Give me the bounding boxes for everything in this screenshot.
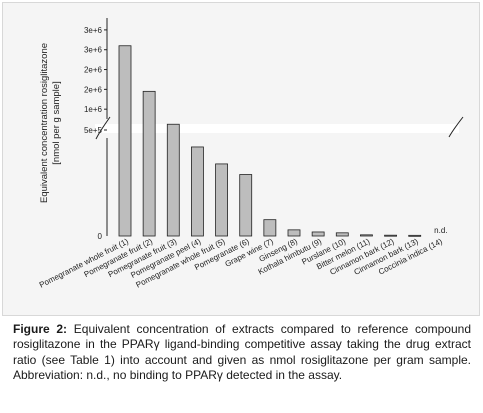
y-ticks: 3e+6 3e+6 2e+6 2e+6 1e+6 5e+5 0 [84, 26, 107, 241]
bar [215, 163, 228, 237]
y-tick-label: 1e+6 [84, 105, 103, 114]
y-tick-label: 3e+6 [84, 46, 103, 55]
bar-chart: n.d. 3e+6 3e+6 2e+6 2e+6 1e+6 5e+5 0 Pomegrana… [38, 18, 464, 290]
caption-text: Equivalent concentration of extracts com… [13, 322, 471, 383]
axis-break-gap [95, 124, 459, 133]
y-tick-label: 2e+6 [84, 66, 103, 75]
axes [95, 18, 464, 236]
bar [384, 234, 397, 237]
bar [408, 234, 422, 237]
bar [191, 146, 204, 237]
x-category-labels: Pomegranate whole fruit (1)Pomegranate f… [38, 237, 444, 290]
bar [311, 231, 325, 237]
bar [166, 123, 180, 237]
bar [335, 232, 349, 237]
axis-break-mark-left [95, 116, 111, 140]
bar-annotation: n.d. [434, 226, 447, 235]
axis-break-mark-right [448, 116, 464, 138]
bar [118, 45, 132, 237]
figure-caption: Figure 2: Equivalent concentration of ex… [13, 322, 471, 384]
caption-label: Figure 2: [13, 322, 68, 336]
y-tick-label: 2e+6 [84, 85, 103, 94]
y-tick-label: 3e+6 [84, 26, 103, 35]
bar [239, 174, 253, 237]
y-axis-title-line2: [nmol per g sample] [51, 81, 62, 164]
bar [263, 219, 277, 237]
y-axis-title: Equivalent concentration rosiglitazone [… [39, 43, 62, 203]
bar [142, 90, 156, 237]
chart-panel: n.d. 3e+6 3e+6 2e+6 2e+6 1e+6 5e+5 0 Pomegrana… [2, 2, 480, 316]
bar [360, 234, 373, 237]
bars: n.d. [118, 45, 448, 237]
bar [287, 229, 301, 237]
y-tick-label-zero: 0 [98, 232, 103, 241]
y-tick-label: 5e+5 [84, 126, 103, 135]
y-axis-title-line1: Equivalent concentration rosiglitazone [39, 43, 50, 203]
